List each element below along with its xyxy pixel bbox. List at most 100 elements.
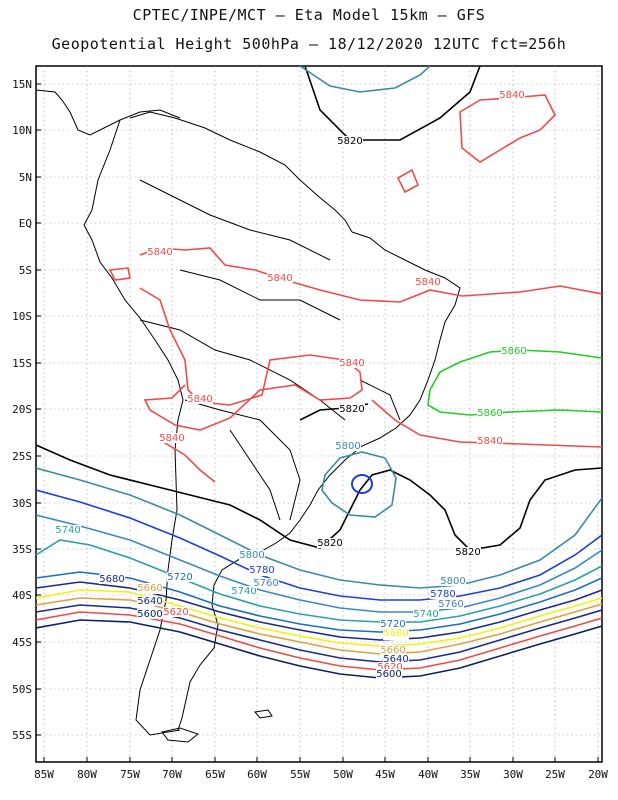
- lat-label: 15N: [12, 78, 32, 91]
- contour-label-bg: [438, 599, 464, 609]
- contour-label-bg: [249, 565, 275, 575]
- contour-5800-south: [36, 467, 602, 589]
- lon-label: 20W: [588, 768, 608, 781]
- contour-label-bg: [380, 619, 406, 629]
- lon-label: 25W: [545, 768, 565, 781]
- south-america-west-coast: [83, 119, 184, 736]
- contour-5800-north: [299, 66, 431, 93]
- contour-label: 5840: [477, 436, 502, 447]
- contour-label: 5660: [380, 645, 405, 656]
- contour-5840-amazon: [108, 247, 602, 303]
- contour-label-bg: [383, 654, 409, 664]
- contour-label-bg: [430, 589, 456, 599]
- contour-5840-andes: [159, 439, 216, 483]
- lat-label: 45S: [12, 636, 32, 649]
- contour-label: 5760: [438, 599, 463, 610]
- contour-label-bg: [337, 136, 363, 146]
- contour-label: 5820: [455, 547, 480, 558]
- contour-label-bg: [167, 572, 193, 582]
- contour-label: 5600: [376, 669, 401, 680]
- contour-label: 5620: [377, 662, 402, 673]
- contour-label-bg: [455, 547, 481, 557]
- contour-label-bg: [383, 628, 409, 638]
- contour-label: 5860: [501, 346, 526, 357]
- contour-label: 5740: [413, 609, 438, 620]
- contour-label: 5600: [137, 609, 162, 620]
- lat-label: 30S: [12, 497, 32, 510]
- contour-label-bg: [376, 669, 402, 679]
- contour-label-bg: [317, 538, 343, 548]
- lon-label: 55W: [290, 768, 310, 781]
- lat-label: 10S: [12, 310, 32, 323]
- lat-label: 5S: [19, 264, 32, 277]
- lat-label: 15S: [12, 357, 32, 370]
- contour-label: 5800: [440, 576, 465, 587]
- contour-label-bg: [380, 645, 406, 655]
- contour-label-bg: [187, 394, 213, 404]
- contour-label: 5760: [253, 578, 278, 589]
- contour-label: 5720: [167, 572, 192, 583]
- contour-label: 5640: [383, 654, 408, 665]
- contour-label-bg: [440, 576, 466, 586]
- lon-label: 75W: [120, 768, 140, 781]
- contour-label-bg: [339, 358, 365, 368]
- contour-label-bg: [501, 346, 527, 356]
- contour-label: 5780: [430, 589, 455, 600]
- lon-label: 60W: [247, 768, 267, 781]
- lat-label: 35S: [12, 543, 32, 556]
- contour-label-bg: [335, 441, 361, 451]
- lon-label: 45W: [375, 768, 395, 781]
- contour-label-bg: [239, 550, 265, 560]
- contour-label: 5820: [337, 136, 362, 147]
- contour-label-bg: [477, 436, 503, 446]
- lon-label: 70W: [162, 768, 182, 781]
- lat-label: 20S: [12, 403, 32, 416]
- lon-label: 85W: [34, 768, 54, 781]
- contour-label-bg: [267, 273, 293, 283]
- contour-label: 5840: [415, 277, 440, 288]
- contour-label: 5780: [249, 565, 274, 576]
- low-pressure-center: [351, 474, 373, 494]
- contour-5600: [36, 619, 602, 679]
- contour-5760: [36, 514, 602, 613]
- lat-label: 25S: [12, 450, 32, 463]
- contour-label: 5680: [383, 628, 408, 639]
- contour-label-bg: [413, 609, 439, 619]
- contour-label-bg: [137, 609, 163, 619]
- lat-label: 50S: [12, 683, 32, 696]
- contour-label: 5740: [55, 525, 80, 536]
- contour-label-bg: [253, 578, 279, 588]
- contour-5820-north: [304, 66, 481, 141]
- contour-label-bg: [159, 433, 185, 443]
- contour-5800-low: [321, 451, 397, 518]
- contour-label-bg: [55, 525, 81, 535]
- contour-label: 5640: [137, 596, 162, 607]
- lon-label: 50W: [333, 768, 353, 781]
- lat-label: 40S: [12, 589, 32, 602]
- lon-label: 80W: [77, 768, 97, 781]
- contour-label: 5620: [163, 607, 188, 618]
- contour-labels: 5840 5820 5840 5840 5840 5840 5860 5860 5840 5840…: [55, 90, 527, 680]
- contour-5820-south: [36, 444, 602, 551]
- contour-label-bg: [477, 408, 503, 418]
- contour-label: 5840: [147, 247, 172, 258]
- lat-label: 10N: [12, 124, 32, 137]
- contour-label-bg: [147, 247, 173, 257]
- lat-label: 5N: [19, 171, 32, 184]
- longitude-labels: 85W 80W 75W 70W 65W 60W 55W 50W 45W 40W 35W 30W 25W 2…: [34, 757, 608, 781]
- contour-label: 5840: [339, 358, 364, 369]
- contour-5780: [36, 489, 602, 601]
- contour-label-bg: [339, 404, 365, 414]
- contour-label: 5840: [187, 394, 212, 405]
- contour-label-bg: [163, 607, 189, 617]
- lon-label: 35W: [460, 768, 480, 781]
- contour-label: 5800: [239, 550, 264, 561]
- contour-label-bg: [99, 574, 125, 584]
- contour-label: 5820: [339, 404, 364, 415]
- map-subtitle: Geopotential Height 500hPa – 18/12/2020 …: [51, 35, 567, 53]
- contour-label: 5660: [137, 583, 162, 594]
- contour-label-bg: [377, 662, 403, 672]
- lon-label: 65W: [205, 768, 225, 781]
- contour-label: 5840: [267, 273, 292, 284]
